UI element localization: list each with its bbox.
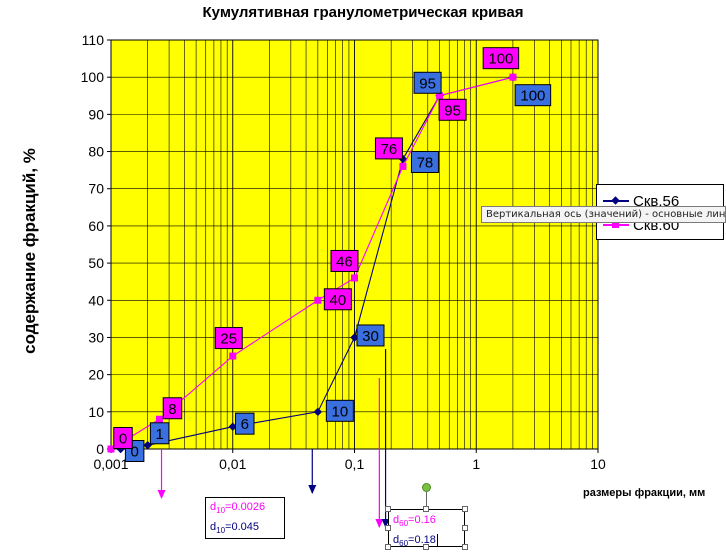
text-caret	[436, 534, 438, 547]
y-tick-label: 100	[81, 69, 105, 85]
legend-swatch-series2	[603, 219, 629, 231]
series-skv60-point	[509, 73, 517, 81]
y-tick-label: 110	[82, 32, 105, 48]
resize-handle-se[interactable]	[462, 544, 468, 550]
y-tick-label: 10	[88, 404, 104, 420]
y-tick-label: 90	[88, 106, 104, 122]
data-label-box-skv56	[410, 150, 439, 173]
data-label-box-skv60	[482, 47, 520, 70]
data-label-box-skv56	[325, 399, 354, 422]
data-label-skv56: 30	[362, 328, 379, 345]
data-label-box-skv56	[514, 84, 552, 107]
legend-swatch-series1	[603, 195, 629, 207]
data-label-skv56: 78	[417, 154, 434, 171]
reference-arrow-head	[375, 519, 384, 528]
series-skv56-point	[143, 441, 152, 450]
y-tick-label: 70	[88, 181, 104, 197]
axis-tooltip: Вертикальная ось (значений) - основные л…	[481, 206, 726, 223]
d10-line-2: d10=0.045	[210, 521, 259, 536]
x-axis-label: размеры фракции, мм	[583, 487, 706, 499]
data-label-box-skv60	[162, 397, 183, 420]
x-tick-label: 0,1	[345, 456, 365, 472]
x-tick-label: 0,001	[93, 456, 128, 472]
resize-handle-n[interactable]	[423, 506, 429, 512]
data-label-box-skv60	[438, 98, 467, 121]
d10-annotation-box[interactable]: d10=0.0026 d10=0.045	[205, 497, 285, 539]
legend-label-series1: Скв.56	[633, 192, 680, 210]
chart-title: Кумулятивная гранулометрическая кривая	[202, 4, 524, 21]
resize-handle-nw[interactable]	[385, 506, 391, 512]
d60-line-1: d60=0.16	[393, 514, 436, 529]
series-skv60-point	[229, 352, 237, 360]
resize-handle-s[interactable]	[423, 544, 429, 550]
data-label-skv56: 95	[419, 75, 436, 92]
series-skv60-point	[107, 445, 115, 453]
reference-arrow-head	[157, 490, 166, 499]
data-label-skv60: 40	[330, 292, 347, 309]
y-tick-label: 20	[88, 367, 104, 383]
data-label-skv60: 46	[336, 253, 353, 270]
data-label-skv60: 76	[381, 141, 398, 158]
d60-annotation-box[interactable]: d60=0.16 d60=0.18	[388, 509, 465, 548]
reference-arrow-head	[308, 485, 317, 494]
data-label-skv56: 100	[520, 88, 545, 105]
data-label-box-skv56	[149, 422, 170, 445]
series-skv60-point	[351, 274, 358, 282]
series-skv60-point	[399, 162, 407, 170]
y-tick-label: 60	[88, 218, 104, 234]
data-label-skv56: 10	[332, 403, 349, 420]
reference-arrow-head	[381, 519, 390, 528]
data-label-box-skv60	[323, 288, 352, 311]
data-label-box-skv60	[113, 427, 133, 449]
series-skv60-point	[436, 92, 444, 100]
resize-handle-w[interactable]	[385, 525, 391, 531]
rotation-stem	[426, 492, 427, 506]
y-tick-label: 50	[88, 255, 104, 271]
series-skv56-point	[313, 407, 323, 417]
y-tick-label: 80	[88, 144, 104, 160]
series-skv56-point	[228, 422, 237, 431]
data-label-skv56: 0	[130, 444, 138, 461]
resize-handle-ne[interactable]	[462, 506, 468, 512]
x-tick-label: 10	[590, 456, 606, 472]
y-tick-label: 30	[88, 329, 104, 345]
rotation-handle[interactable]	[422, 483, 431, 492]
data-label-skv60: 8	[168, 401, 176, 418]
data-label-skv60: 0	[119, 431, 127, 448]
data-label-skv60: 100	[488, 51, 513, 68]
data-label-box-skv56	[235, 412, 255, 435]
data-label-box-skv56	[413, 71, 442, 94]
data-label-box-skv60	[374, 137, 403, 160]
series-skv60-point	[314, 296, 322, 304]
data-label-skv56: 1	[155, 426, 163, 443]
x-tick-label: 0,01	[219, 456, 246, 472]
data-label-skv60: 25	[220, 331, 237, 348]
y-tick-label: 40	[88, 292, 104, 308]
d60-line-2: d60=0.18	[393, 534, 438, 549]
legend-item-series1[interactable]: Скв.56	[603, 191, 679, 211]
series-skv60-point	[155, 415, 163, 423]
data-label-skv60: 95	[444, 102, 461, 119]
resize-handle-sw[interactable]	[385, 544, 391, 550]
data-label-box-skv60	[214, 327, 243, 350]
d10-line-1: d10=0.0026	[210, 501, 266, 516]
y-tick-label: 0	[96, 441, 104, 457]
data-label-skv56: 6	[241, 416, 249, 433]
data-label-box-skv56	[356, 324, 385, 347]
x-tick-label: 1	[472, 456, 480, 472]
data-label-box-skv60	[330, 249, 359, 272]
resize-handle-e[interactable]	[462, 525, 468, 531]
